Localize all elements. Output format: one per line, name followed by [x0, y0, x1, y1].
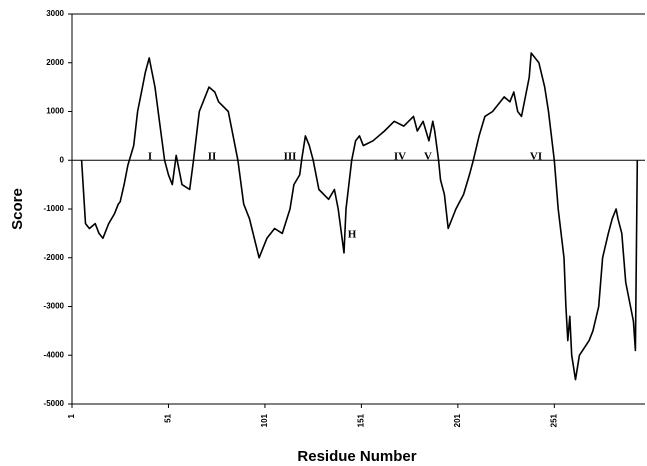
x-tick-label: 1 [67, 413, 76, 418]
x-tick-label: 201 [453, 413, 462, 427]
y-tick-label: 1000 [46, 107, 64, 116]
y-tick-label: 3000 [46, 9, 64, 18]
x-tick-label: 101 [260, 413, 269, 427]
x-tick-label: 251 [549, 413, 558, 427]
annotation: VI [530, 151, 542, 163]
y-tick-label: 0 [60, 155, 65, 164]
y-axis-label: Score [9, 188, 26, 230]
annotation: I [148, 151, 152, 163]
y-tick-label: -1000 [44, 204, 65, 213]
annotation: II [208, 151, 217, 163]
x-axis-label: Residue Number [297, 448, 416, 465]
x-tick-label: 151 [357, 413, 366, 427]
y-tick-label: -5000 [44, 399, 65, 408]
annotation: V [424, 151, 432, 163]
line [80, 52, 639, 381]
annotation: III [284, 151, 297, 163]
annotation: H [348, 229, 357, 241]
y-tick-label: -3000 [44, 302, 65, 311]
x-tick-label: 51 [164, 413, 173, 422]
annotation: IV [394, 151, 406, 163]
y-tick-label: -2000 [44, 253, 65, 262]
y-tick-label: 2000 [46, 58, 64, 67]
y-tick-label: -4000 [44, 350, 65, 359]
